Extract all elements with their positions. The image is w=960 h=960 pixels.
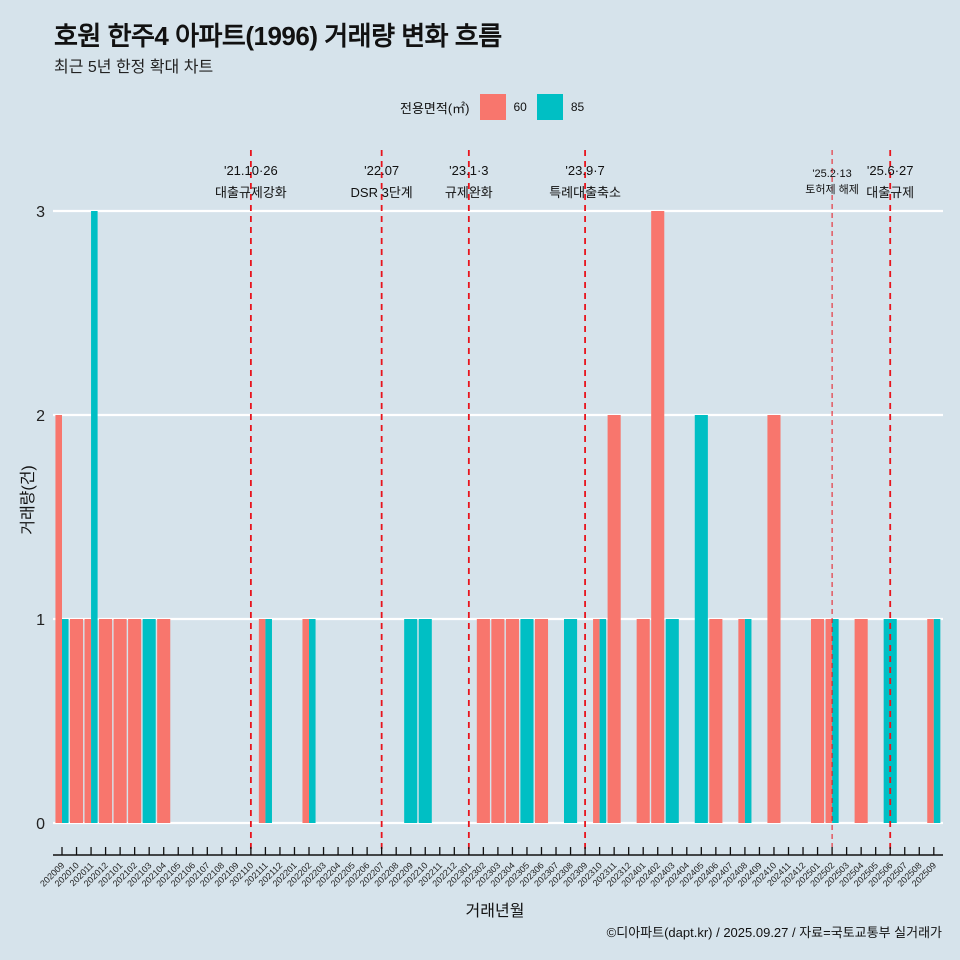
annotation-date: '23.1·3 [449, 163, 488, 178]
legend-label-85: 85 [570, 100, 585, 114]
bar-60-202402 [651, 211, 665, 823]
legend-title: 전용면적(㎡) [400, 100, 470, 116]
bar-60-202104 [157, 619, 171, 823]
bar-85-202408 [744, 619, 752, 823]
bar-60-202502 [825, 619, 833, 823]
annotations: '21.10·26 대출규제강화 '22.07 DSR 3단계 '23.1·3 규제완화 '… [215, 163, 914, 200]
bar-85-202305 [520, 619, 534, 823]
bar-60-202310 [593, 619, 600, 823]
y-tick-label: 1 [36, 612, 45, 629]
bar-85-202509 [933, 619, 941, 823]
x-axis-label: 거래년월 [465, 903, 525, 920]
bar-60-202509 [927, 619, 934, 823]
annotation-date: '25.2·13 [812, 168, 851, 180]
bar-60-202009 [55, 415, 62, 823]
bar-60-202102 [128, 619, 142, 823]
annotation-label: 규제완화 [445, 185, 493, 200]
bar-85-202506 [883, 619, 897, 823]
bars [55, 211, 941, 823]
bar-60-202410 [767, 415, 781, 823]
bar-60-202303 [491, 619, 505, 823]
chart-subtitle: 최근 5년 한정 확대 차트 [54, 59, 214, 76]
y-axis: 0 1 2 3 [36, 204, 45, 833]
bar-60-202111 [258, 619, 266, 823]
annotation-date: '23.9·7 [565, 163, 604, 178]
bar-85-202103 [142, 619, 156, 823]
annotation-label: 대출규제강화 [215, 185, 287, 200]
bar-60-202011 [84, 619, 92, 823]
bar-85-202405 [694, 415, 708, 823]
bar-60-202302 [476, 619, 490, 823]
bar-85-202009 [62, 619, 69, 823]
annotation-date: '25.6·27 [867, 163, 914, 178]
bar-85-202202 [309, 619, 316, 823]
bar-60-202311 [607, 415, 621, 823]
bar-85-202403 [665, 619, 679, 823]
bar-60-202408 [738, 619, 745, 823]
legend-key-85 [536, 94, 563, 120]
bar-60-202501 [811, 619, 825, 823]
y-tick-label: 0 [36, 816, 45, 833]
bar-60-202101 [113, 619, 127, 823]
x-axis: 2020092020102020112020122021012021022021… [38, 847, 943, 889]
bar-60-202202 [302, 619, 310, 823]
bar-85-202502 [832, 619, 839, 823]
bar-60-202012 [99, 619, 113, 823]
bar-85-202209 [404, 619, 418, 823]
annotation-label: 토허제 해제 [805, 182, 859, 196]
chart-title: 호원 한주4 아파트(1996) 거래량 변화 흐름 [54, 21, 502, 51]
y-axis-label: 거래량(건) [20, 465, 37, 535]
reference-lines [249, 150, 892, 855]
annotation-label: 특례대출축소 [549, 185, 621, 200]
annotation-label: 대출규제 [866, 185, 914, 200]
annotation-label: DSR 3단계 [351, 185, 413, 200]
bar-60-202010 [69, 619, 84, 823]
bar-60-202304 [505, 619, 519, 823]
caption: ©디아파트(dapt.kr) / 2025.09.27 / 자료=국토교통부 실… [606, 925, 942, 940]
bar-60-202401 [636, 619, 650, 823]
bar-85-202210 [418, 619, 432, 823]
y-tick-label: 3 [36, 204, 45, 221]
bar-85-202111 [265, 619, 272, 823]
legend-key-60 [479, 94, 506, 120]
legend-label-60: 60 [513, 100, 527, 114]
bar-85-202308 [564, 619, 578, 823]
annotation-date: '22.07 [364, 163, 399, 178]
bar-85-202011 [91, 211, 98, 823]
bar-60-202406 [709, 619, 723, 823]
legend: 전용면적(㎡) 60 85 [400, 93, 594, 121]
annotation-date: '21.10·26 [224, 163, 278, 178]
bar-60-202306 [534, 619, 549, 823]
bar-85-202310 [599, 619, 607, 823]
y-tick-label: 2 [36, 408, 45, 425]
bar-60-202504 [854, 619, 868, 823]
